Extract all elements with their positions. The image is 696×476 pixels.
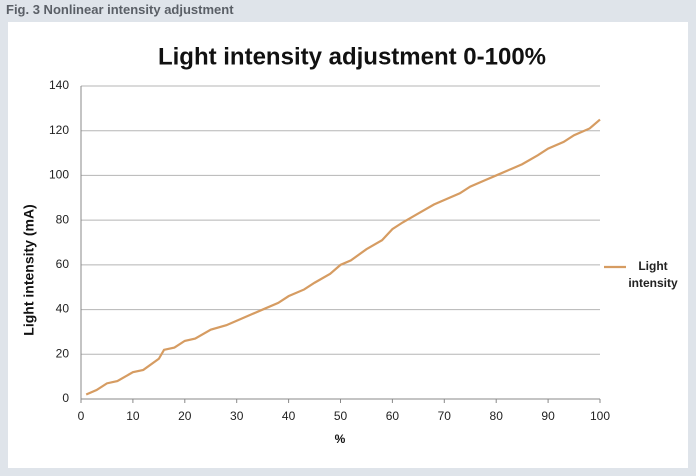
chart-panel — [8, 22, 688, 468]
y-tick-label: 140 — [49, 78, 69, 92]
x-tick-label: 50 — [334, 409, 348, 423]
x-tick-label: 0 — [78, 409, 85, 423]
x-axis-label: % — [335, 432, 346, 446]
y-axis-label: Light intensity (mA) — [21, 204, 37, 335]
y-tick-label: 60 — [56, 257, 70, 271]
figure-caption: Fig. 3 Nonlinear intensity adjustment — [6, 2, 234, 17]
x-tick-label: 30 — [230, 409, 244, 423]
x-tick-label: 10 — [126, 409, 140, 423]
x-tick-label: 40 — [282, 409, 296, 423]
x-tick-label: 60 — [386, 409, 400, 423]
x-tick-label: 80 — [490, 409, 504, 423]
y-tick-label: 120 — [49, 123, 69, 137]
y-tick-label: 80 — [56, 212, 70, 226]
x-tick-label: 20 — [178, 409, 192, 423]
x-tick-label: 90 — [541, 409, 555, 423]
data-line — [85, 118, 601, 396]
chart-title: Light intensity adjustment 0-100% — [158, 43, 546, 70]
y-tick-label: 20 — [56, 346, 70, 360]
x-tick-label: 100 — [590, 409, 610, 423]
y-tick-label: 40 — [56, 302, 70, 316]
y-tick-label: 0 — [62, 391, 69, 405]
y-tick-label: 100 — [49, 168, 69, 182]
x-tick-label: 70 — [438, 409, 452, 423]
legend-label: Light intensity — [628, 259, 678, 290]
